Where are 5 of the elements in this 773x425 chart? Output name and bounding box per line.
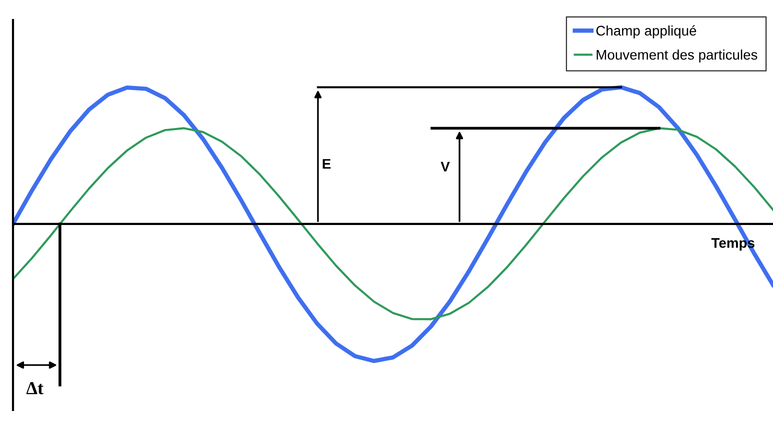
annotation: V (440, 162, 450, 172)
text: Δt (26, 382, 44, 394)
legend-label: Champ appliqué (596, 25, 696, 38)
annotation: E (322, 159, 331, 169)
legend-label: Mouvement des particules (596, 50, 758, 62)
